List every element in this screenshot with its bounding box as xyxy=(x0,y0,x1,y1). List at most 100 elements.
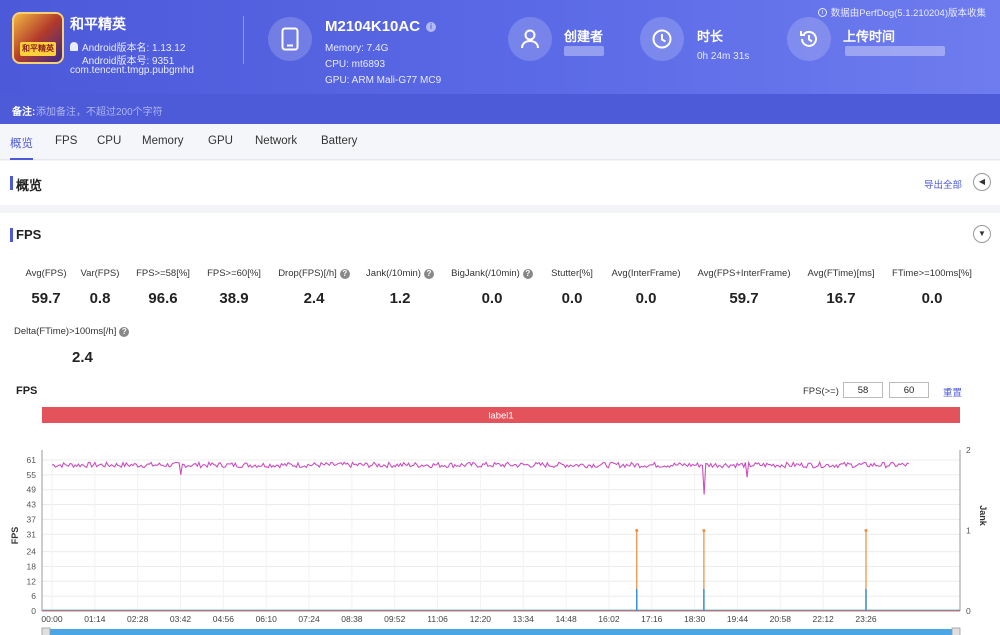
metric-2: FPS>=58[%] 96.6 xyxy=(103,268,223,307)
collapse-down-button[interactable]: ▼ xyxy=(973,225,991,243)
header-divider xyxy=(243,16,244,64)
metric-10: Avg(FTime)[ms] 16.7 xyxy=(781,268,901,307)
jank-point xyxy=(864,529,868,532)
x-tick-label: 06:10 xyxy=(256,614,278,624)
help-icon[interactable]: ? xyxy=(339,268,350,279)
history-icon xyxy=(787,17,831,61)
metric-9: Avg(FPS+InterFrame) 59.7 xyxy=(684,268,804,307)
fps-series-line xyxy=(51,460,909,495)
x-tick-label: 07:24 xyxy=(298,614,320,624)
tab-overview[interactable]: 概览 xyxy=(10,135,33,160)
metric-value: 59.7 xyxy=(729,290,759,307)
metric-label: Stutter[%] xyxy=(551,268,593,279)
tab-memory[interactable]: Memory xyxy=(142,135,184,147)
y-tick-label: 0 xyxy=(31,606,36,616)
app-icon-text: 和平精英 xyxy=(20,42,56,56)
metric-value: 59.7 xyxy=(31,290,61,307)
overview-title: 概览 xyxy=(16,178,43,193)
android-icon xyxy=(70,42,78,51)
y-tick-label: 6 xyxy=(31,591,36,601)
tab-gpu[interactable]: GPU xyxy=(208,135,233,147)
label-band-text: label1 xyxy=(488,411,513,422)
android-build-row: Android版本号: 9351 xyxy=(70,52,174,67)
jank-point xyxy=(635,529,639,532)
device-gpu: GPU: ARM Mali-G77 MC9 xyxy=(325,75,442,86)
metric-label: Avg(FPS) xyxy=(25,268,67,279)
tab-bar: 概览 FPS CPU Memory GPU Network Battery xyxy=(0,124,1000,160)
collapse-left-button[interactable]: ◀ xyxy=(973,173,991,191)
info-icon: i xyxy=(817,7,827,17)
x-tick-label: 17:16 xyxy=(641,614,663,624)
metric-0: Avg(FPS) 59.7 xyxy=(0,268,106,307)
y-tick-label: 55 xyxy=(27,470,37,480)
metric-label: FPS>=60[%] xyxy=(207,268,261,279)
x-tick-label: 12:20 xyxy=(470,614,492,624)
info-icon[interactable]: i xyxy=(426,21,437,32)
y-tick-label: 18 xyxy=(27,561,37,571)
device-model: M2104K10AC xyxy=(325,18,421,35)
help-icon[interactable]: ? xyxy=(119,326,130,337)
metric-label: Drop(FPS)[/h] xyxy=(278,268,337,279)
y-tick-label: 37 xyxy=(27,514,37,524)
data-source-text: 数据由PerfDog(5.1.210204)版本收集 xyxy=(830,8,986,19)
metric-value: 0.8 xyxy=(89,290,111,307)
metric-label: Avg(FPS+InterFrame) xyxy=(697,268,791,279)
tab-network[interactable]: Network xyxy=(255,135,298,147)
scrollbar-left-handle xyxy=(41,627,51,635)
y-tick-label: 31 xyxy=(27,529,37,539)
y2-axis-label: Jank xyxy=(978,505,988,527)
android-version-row: Android版本名: 1.13.12 xyxy=(70,39,185,54)
x-tick-label: 14:48 xyxy=(555,614,577,624)
notes-label: 备注: xyxy=(12,107,36,118)
tab-fps[interactable]: FPS xyxy=(55,135,78,147)
metric-value: 0.0 xyxy=(635,290,657,307)
clock-icon xyxy=(640,17,684,61)
app-name: 和平精英 xyxy=(70,16,126,32)
metric-8: Avg(InterFrame) 0.0 xyxy=(586,268,706,307)
metric-label: Jank(/10min) xyxy=(366,268,421,279)
y2-tick-label: 1 xyxy=(966,526,971,536)
y2-tick-label: 2 xyxy=(966,445,971,455)
metric-12: Delta(FTime)>100ms[/h]? 2.4 xyxy=(14,326,154,366)
tab-cpu[interactable]: CPU xyxy=(97,135,122,147)
phone-icon xyxy=(268,17,312,61)
label-band xyxy=(42,407,960,423)
y-tick-label: 24 xyxy=(27,547,37,557)
metric-value: 38.9 xyxy=(219,290,249,307)
y-tick-label: 43 xyxy=(27,500,37,510)
metric-6: BigJank(/10min)? 0.0 xyxy=(432,268,552,307)
metric-label: FTime>=100ms[%] xyxy=(892,268,972,279)
notes-bar[interactable]: 备注: 添加备注，不超过200个字符 xyxy=(0,94,1000,124)
threshold-low-input[interactable] xyxy=(843,382,883,398)
metric-value: 96.6 xyxy=(148,290,178,307)
metric-label: Delta(FTime)>100ms[/h] xyxy=(14,326,117,337)
notes-input[interactable]: 添加备注，不超过200个字符 xyxy=(36,107,163,118)
threshold-label: FPS(>=) xyxy=(803,386,839,397)
duration-label: 时长 xyxy=(697,29,724,44)
help-icon[interactable]: ? xyxy=(423,268,434,279)
metric-label: BigJank(/10min) xyxy=(451,268,520,279)
metric-label: Avg(FTime)[ms] xyxy=(807,268,875,279)
metric-value: 1.2 xyxy=(389,290,411,307)
reset-link[interactable]: 重置 xyxy=(943,388,963,399)
metric-1: Var(FPS) 0.8 xyxy=(40,268,160,307)
y2-tick-label: 0 xyxy=(966,606,971,616)
x-tick-label: 09:52 xyxy=(384,614,406,624)
tab-battery[interactable]: Battery xyxy=(321,135,358,147)
threshold-high-input[interactable] xyxy=(889,382,929,398)
help-icon[interactable]: ? xyxy=(522,268,533,279)
y-axis-label: FPS xyxy=(10,527,20,545)
metric-value: 0.0 xyxy=(481,290,503,307)
upload-time-value xyxy=(845,46,945,56)
device-cpu: CPU: mt6893 xyxy=(325,59,386,70)
metric-value: 0.0 xyxy=(921,290,943,307)
upload-time-label: 上传时间 xyxy=(843,29,896,44)
android-build: Android版本号: 9351 xyxy=(82,56,175,67)
export-all-link[interactable]: 导出全部 xyxy=(924,180,963,191)
metric-label: FPS>=58[%] xyxy=(136,268,190,279)
x-tick-label: 19:44 xyxy=(727,614,749,624)
y-tick-label: 12 xyxy=(27,576,37,586)
x-tick-label: 11:06 xyxy=(427,614,448,624)
x-tick-label: 08:38 xyxy=(341,614,363,624)
